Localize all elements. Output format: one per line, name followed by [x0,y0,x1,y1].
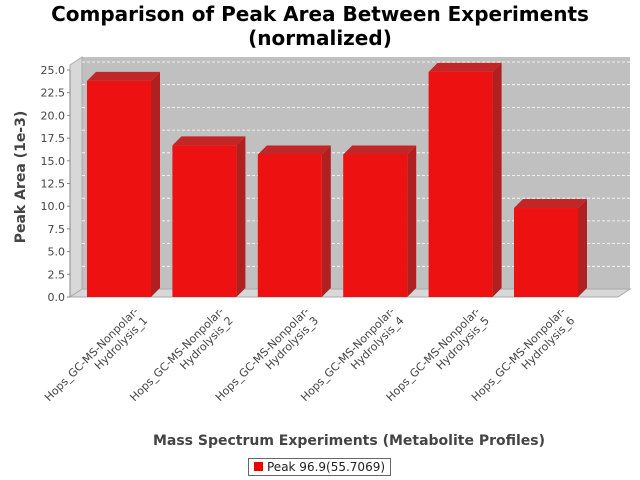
y-tick-label: 20.0 [41,109,66,122]
chart-subtitle: (normalized) [248,26,392,50]
bar-front [428,71,493,297]
bar [343,145,417,297]
x-axis-label: Mass Spectrum Experiments (Metabolite Pr… [153,433,545,449]
plot-left-wall [69,56,83,298]
legend-swatch [254,462,263,471]
y-axis-label: Peak Area (1e-3) [13,111,29,244]
bar-front [257,154,322,297]
bar-top [428,62,502,72]
bar-front [514,208,578,297]
bar [87,71,160,298]
bar-side [151,71,160,298]
bar-side [321,145,331,297]
bar-top [87,71,160,81]
bar-side [407,145,417,297]
bar [514,199,587,297]
bar-top [343,145,417,155]
bar-series [87,62,587,298]
bar [428,62,502,297]
bar [172,136,246,297]
bar-front [172,145,237,297]
y-tick-label: 22.5 [41,87,66,100]
bar-front [343,154,408,297]
y-tick-label: 15.0 [41,155,66,168]
bar-side [236,136,246,297]
y-tick-label: 12.5 [41,178,66,191]
y-axis: 0.0 2.5 5.0 7.5 10.0 12.5 15.0 17.5 20.0 22.5 25.0 [41,64,71,304]
y-tick-label: 5.0 [48,246,66,259]
y-tick-label: 10.0 [41,200,66,213]
x-axis: Hops_GC-MS-Nonpolar-Hydrolysis_1Hops_GC-… [42,305,577,404]
bar-side [578,199,587,297]
legend-label: Peak 96.9(55.7069) [267,460,386,474]
chart-title-main: Comparison of Peak Area Between Experime… [51,2,589,26]
legend: Peak 96.9(55.7069) [248,458,392,476]
y-tick-label: 2.5 [48,268,66,281]
bar-front [87,80,151,297]
bar [257,145,331,297]
bar-top [514,199,587,209]
y-tick-label: 7.5 [48,223,66,236]
chart-title: Comparison of Peak Area Between Experime… [0,2,640,50]
y-tick-label: 25.0 [41,64,66,77]
bar-side [492,62,502,297]
bar-top [172,136,246,146]
bar-top [257,145,331,155]
y-tick-label: 17.5 [41,132,66,145]
y-tick-label: 0.0 [48,291,66,304]
x-tick-label-line: Hops_GC-MS-Nonpolar- [42,305,141,404]
